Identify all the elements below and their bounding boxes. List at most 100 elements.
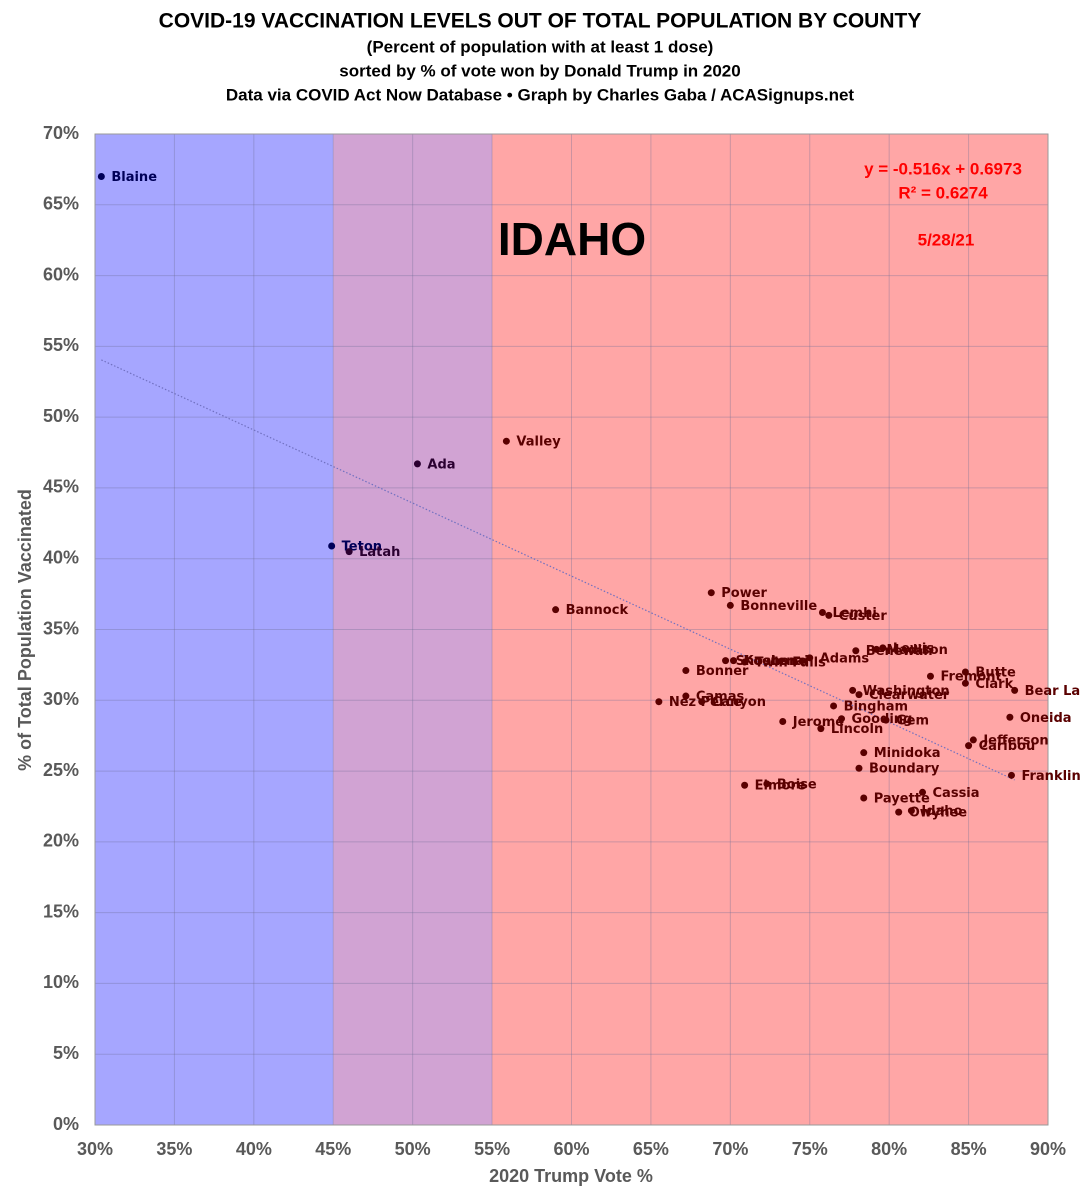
data-point bbox=[1007, 771, 1015, 779]
data-point bbox=[779, 718, 787, 726]
point-label: Butte bbox=[975, 665, 1016, 680]
data-point bbox=[741, 658, 749, 666]
y-tick-label: 30% bbox=[43, 689, 79, 709]
x-tick-label: 75% bbox=[792, 1139, 828, 1159]
data-point bbox=[722, 657, 730, 665]
data-point bbox=[698, 698, 706, 706]
y-tick-label: 35% bbox=[43, 618, 79, 638]
data-point bbox=[852, 647, 860, 655]
point-label: Idaho bbox=[921, 804, 962, 819]
y-tick-label: 45% bbox=[43, 477, 79, 497]
x-axis-label: 2020 Trump Vote % bbox=[489, 1166, 653, 1186]
data-point bbox=[726, 601, 734, 609]
plot-border bbox=[94, 133, 1049, 1126]
data-point bbox=[682, 692, 690, 700]
x-tick-label: 45% bbox=[315, 1139, 351, 1159]
x-tick-label: 30% bbox=[77, 1139, 113, 1159]
chart-title: COVID-19 VACCINATION LEVELS OUT OF TOTAL… bbox=[159, 10, 922, 33]
y-tick-label: 20% bbox=[43, 831, 79, 851]
data-point bbox=[961, 679, 969, 687]
data-point bbox=[919, 788, 927, 796]
point-label: Gooding bbox=[852, 712, 913, 727]
data-point bbox=[818, 609, 826, 617]
y-tick-label: 55% bbox=[43, 335, 79, 355]
data-point bbox=[682, 667, 690, 675]
vote-band bbox=[333, 134, 493, 1125]
data-point bbox=[860, 794, 868, 802]
data-point bbox=[655, 698, 663, 706]
point-label: Clearwater bbox=[869, 688, 950, 703]
y-axis-label: % of Total Population Vaccinated bbox=[15, 489, 35, 771]
x-tick-label: 65% bbox=[633, 1139, 669, 1159]
data-point bbox=[961, 668, 969, 676]
data-point bbox=[552, 606, 560, 614]
point-label: Cassia bbox=[933, 786, 980, 801]
data-point bbox=[855, 764, 863, 772]
x-tick-label: 80% bbox=[871, 1139, 907, 1159]
data-point bbox=[860, 749, 868, 757]
y-tick-label: 70% bbox=[43, 123, 79, 143]
x-tick-label: 60% bbox=[553, 1139, 589, 1159]
y-tick-label: 10% bbox=[43, 972, 79, 992]
point-label: Blaine bbox=[111, 170, 157, 185]
data-point bbox=[730, 657, 738, 665]
point-label: Boundary bbox=[869, 762, 940, 777]
vote-band bbox=[492, 134, 1048, 1125]
chart-subtitle: (Percent of population with at least 1 d… bbox=[367, 37, 714, 56]
x-tick-label: 40% bbox=[236, 1139, 272, 1159]
data-point bbox=[882, 716, 890, 724]
point-label: Camas bbox=[696, 690, 745, 705]
point-label: Owyhee bbox=[909, 806, 968, 821]
point-label: Minidoka bbox=[874, 746, 941, 761]
point-label: Clark bbox=[975, 677, 1013, 692]
data-point bbox=[502, 437, 510, 445]
point-label: Bingham bbox=[844, 699, 909, 714]
point-label: Adams bbox=[820, 651, 870, 666]
trendline bbox=[101, 359, 1015, 781]
data-point bbox=[855, 691, 863, 699]
data-point bbox=[741, 781, 749, 789]
data-point bbox=[328, 542, 336, 550]
data-point bbox=[907, 807, 915, 815]
trendline-r2: R² = 0.6274 bbox=[898, 183, 988, 202]
data-point bbox=[965, 742, 973, 750]
point-label: Lewis bbox=[893, 641, 935, 656]
state-label: IDAHO bbox=[498, 213, 646, 265]
point-label: Lemhi bbox=[832, 606, 876, 621]
x-tick-label: 55% bbox=[474, 1139, 510, 1159]
point-label: Gem bbox=[896, 714, 929, 729]
data-point bbox=[825, 611, 833, 619]
data-point bbox=[830, 702, 838, 710]
point-label: Bannock bbox=[566, 603, 629, 618]
y-tick-label: 50% bbox=[43, 406, 79, 426]
chart-subtitle: sorted by % of vote won by Donald Trump … bbox=[339, 61, 740, 80]
point-label: Boise bbox=[777, 777, 817, 792]
data-point bbox=[763, 780, 771, 788]
plot-area bbox=[94, 133, 1049, 1126]
point-label: Bear Lake bbox=[1025, 684, 1081, 699]
point-label: Canyon bbox=[712, 695, 766, 710]
vote-band bbox=[95, 134, 334, 1125]
point-label: Valley bbox=[516, 435, 561, 450]
point-label: Power bbox=[721, 586, 767, 601]
point-label: Elmore bbox=[755, 779, 806, 794]
point-label: Caribou bbox=[979, 739, 1036, 754]
data-point bbox=[879, 644, 887, 652]
point-label: Kootenai bbox=[744, 654, 809, 669]
data-point bbox=[707, 589, 715, 597]
point-label: Oneida bbox=[1020, 711, 1072, 726]
data-point bbox=[345, 548, 353, 556]
point-label: Franklin bbox=[1021, 769, 1080, 784]
x-tick-label: 35% bbox=[156, 1139, 192, 1159]
point-label: Fremont bbox=[940, 670, 1001, 685]
data-point bbox=[97, 172, 105, 180]
y-tick-label: 25% bbox=[43, 760, 79, 780]
point-label: Madison bbox=[886, 643, 947, 658]
point-label: Jerome bbox=[792, 715, 845, 730]
point-label: Custer bbox=[839, 609, 888, 624]
y-tick-label: 15% bbox=[43, 901, 79, 921]
x-tick-label: 50% bbox=[395, 1139, 431, 1159]
x-tick-label: 70% bbox=[712, 1139, 748, 1159]
data-point bbox=[969, 736, 977, 744]
